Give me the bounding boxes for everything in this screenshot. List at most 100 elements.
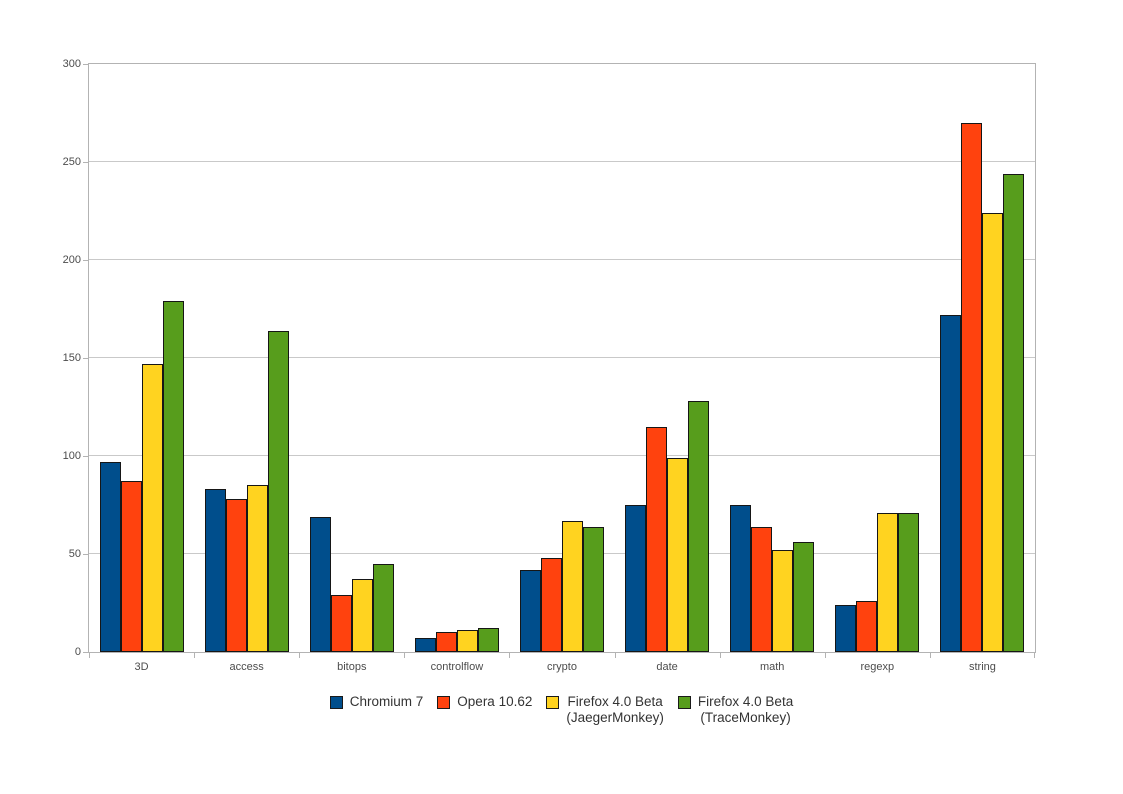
x-axis-label-controlflow: controlflow xyxy=(430,661,484,673)
gridline-200 xyxy=(89,259,1035,260)
y-axis-tick-50 xyxy=(83,553,88,555)
bar-string-opera-10-62 xyxy=(961,123,983,652)
bar-math-opera-10-62 xyxy=(751,527,773,652)
y-axis-label-0: 0 xyxy=(74,646,81,658)
legend-label: Firefox 4.0 Beta (JaegerMonkey) xyxy=(566,694,664,726)
y-axis-tick-100 xyxy=(83,455,88,457)
bar-bitops-firefox-4-0-beta xyxy=(372,564,394,652)
bar-string-firefox-4-0-beta xyxy=(1003,174,1025,652)
bar-date-chromium-7 xyxy=(625,505,647,652)
legend-label: Opera 10.62 xyxy=(457,694,532,710)
x-axis-tick-0 xyxy=(89,653,90,658)
gridline-150 xyxy=(89,357,1035,358)
bar-3D-opera-10-62 xyxy=(120,481,142,652)
bar-group-access xyxy=(194,64,299,652)
legend-label-line: Firefox 4.0 Beta xyxy=(697,694,794,709)
bar-crypto-firefox-4-0-beta xyxy=(561,521,583,652)
x-axis-label-crypto: crypto xyxy=(547,661,577,673)
y-axis-label-250: 250 xyxy=(62,156,81,168)
x-axis-label-math: math xyxy=(759,661,785,673)
plot-area xyxy=(88,63,1036,653)
x-axis-label-date: date xyxy=(656,661,678,673)
x-axis-label-string: string xyxy=(968,661,996,673)
legend-swatch-icon xyxy=(546,696,560,709)
bar-math-chromium-7 xyxy=(730,505,752,652)
bar-group-math xyxy=(720,64,825,652)
bar-group-date xyxy=(615,64,720,652)
x-axis-tick-1 xyxy=(194,653,195,658)
bar-controlflow-firefox-4-0-beta xyxy=(456,630,478,652)
bar-date-opera-10-62 xyxy=(646,427,668,652)
legend-label-line: (TraceMonkey) xyxy=(700,710,791,725)
bar-crypto-chromium-7 xyxy=(519,570,541,652)
bar-crypto-firefox-4-0-beta xyxy=(582,527,604,652)
x-axis-tick-2 xyxy=(299,653,300,658)
bar-regexp-chromium-7 xyxy=(835,605,857,652)
bar-3D-chromium-7 xyxy=(99,462,121,652)
bar-regexp-firefox-4-0-beta xyxy=(877,513,899,652)
bar-crypto-opera-10-62 xyxy=(540,558,562,652)
x-axis-tick-5 xyxy=(615,653,616,658)
bar-group-controlflow xyxy=(404,64,509,652)
bar-date-firefox-4-0-beta xyxy=(688,401,710,652)
bar-group-3D xyxy=(89,64,194,652)
gridline-250 xyxy=(89,161,1035,162)
bar-group-bitops xyxy=(299,64,404,652)
legend-item-chromium-7: Chromium 7 xyxy=(329,694,424,710)
bar-bitops-firefox-4-0-beta xyxy=(351,579,373,652)
y-axis-label-50: 50 xyxy=(68,548,81,560)
x-axis-tick-7 xyxy=(825,653,826,658)
bar-group-regexp xyxy=(825,64,930,652)
legend-item-firefox-4-0-beta: Firefox 4.0 Beta (JaegerMonkey) xyxy=(546,694,664,726)
bar-group-string xyxy=(930,64,1035,652)
y-axis-label-150: 150 xyxy=(62,352,81,364)
x-axis-tick-8 xyxy=(930,653,931,658)
bar-regexp-opera-10-62 xyxy=(856,601,878,652)
x-axis-label-regexp: regexp xyxy=(860,661,895,673)
bar-bitops-chromium-7 xyxy=(309,517,331,652)
x-axis-label-bitops: bitops xyxy=(337,661,367,673)
bar-group-crypto xyxy=(509,64,614,652)
bar-access-firefox-4-0-beta xyxy=(267,331,289,652)
x-axis-tick-3 xyxy=(404,653,405,658)
legend-swatch-icon xyxy=(329,696,343,709)
bar-date-firefox-4-0-beta xyxy=(667,458,689,652)
x-axis-tick-9 xyxy=(1034,653,1035,658)
legend-swatch-icon xyxy=(437,696,451,709)
y-axis-tick-0 xyxy=(83,651,88,653)
y-axis-label-100: 100 xyxy=(62,450,81,462)
bar-controlflow-chromium-7 xyxy=(414,638,436,652)
bar-regexp-firefox-4-0-beta xyxy=(898,513,920,652)
legend-label: Chromium 7 xyxy=(350,694,424,710)
x-axis-tick-6 xyxy=(720,653,721,658)
bar-3D-firefox-4-0-beta xyxy=(162,301,184,652)
y-axis-label-300: 300 xyxy=(62,58,81,70)
bar-string-chromium-7 xyxy=(940,315,962,652)
bar-access-opera-10-62 xyxy=(225,499,247,652)
legend-swatch-icon xyxy=(677,696,691,709)
bar-math-firefox-4-0-beta xyxy=(793,542,815,652)
gridline-100 xyxy=(89,455,1035,456)
bar-3D-firefox-4-0-beta xyxy=(141,364,163,652)
legend-item-firefox-4-0-beta: Firefox 4.0 Beta (TraceMonkey) xyxy=(677,694,794,726)
y-axis-tick-300 xyxy=(83,63,88,65)
bar-access-firefox-4-0-beta xyxy=(246,485,268,652)
legend-label-line: Firefox 4.0 Beta xyxy=(567,694,663,709)
chart-legend: Chromium 7 Opera 10.62 Firefox 4.0 Beta (Ja… xyxy=(0,694,1123,726)
x-axis-tick-4 xyxy=(509,653,510,658)
legend-label-line: Opera 10.62 xyxy=(457,694,533,709)
bar-controlflow-opera-10-62 xyxy=(435,632,457,652)
legend-label-line: Chromium 7 xyxy=(349,694,424,709)
bar-bitops-opera-10-62 xyxy=(330,595,352,652)
y-axis-tick-200 xyxy=(83,259,88,261)
bar-controlflow-firefox-4-0-beta xyxy=(477,628,499,652)
y-axis-tick-150 xyxy=(83,357,88,359)
legend-item-opera-10-62: Opera 10.62 xyxy=(437,694,532,710)
bar-access-chromium-7 xyxy=(204,489,226,652)
y-axis-tick-250 xyxy=(83,161,88,163)
x-axis-label-access: access xyxy=(229,661,264,673)
bar-string-firefox-4-0-beta xyxy=(982,213,1004,652)
x-axis-label-3D: 3D xyxy=(134,661,149,673)
bar-math-firefox-4-0-beta xyxy=(772,550,794,652)
